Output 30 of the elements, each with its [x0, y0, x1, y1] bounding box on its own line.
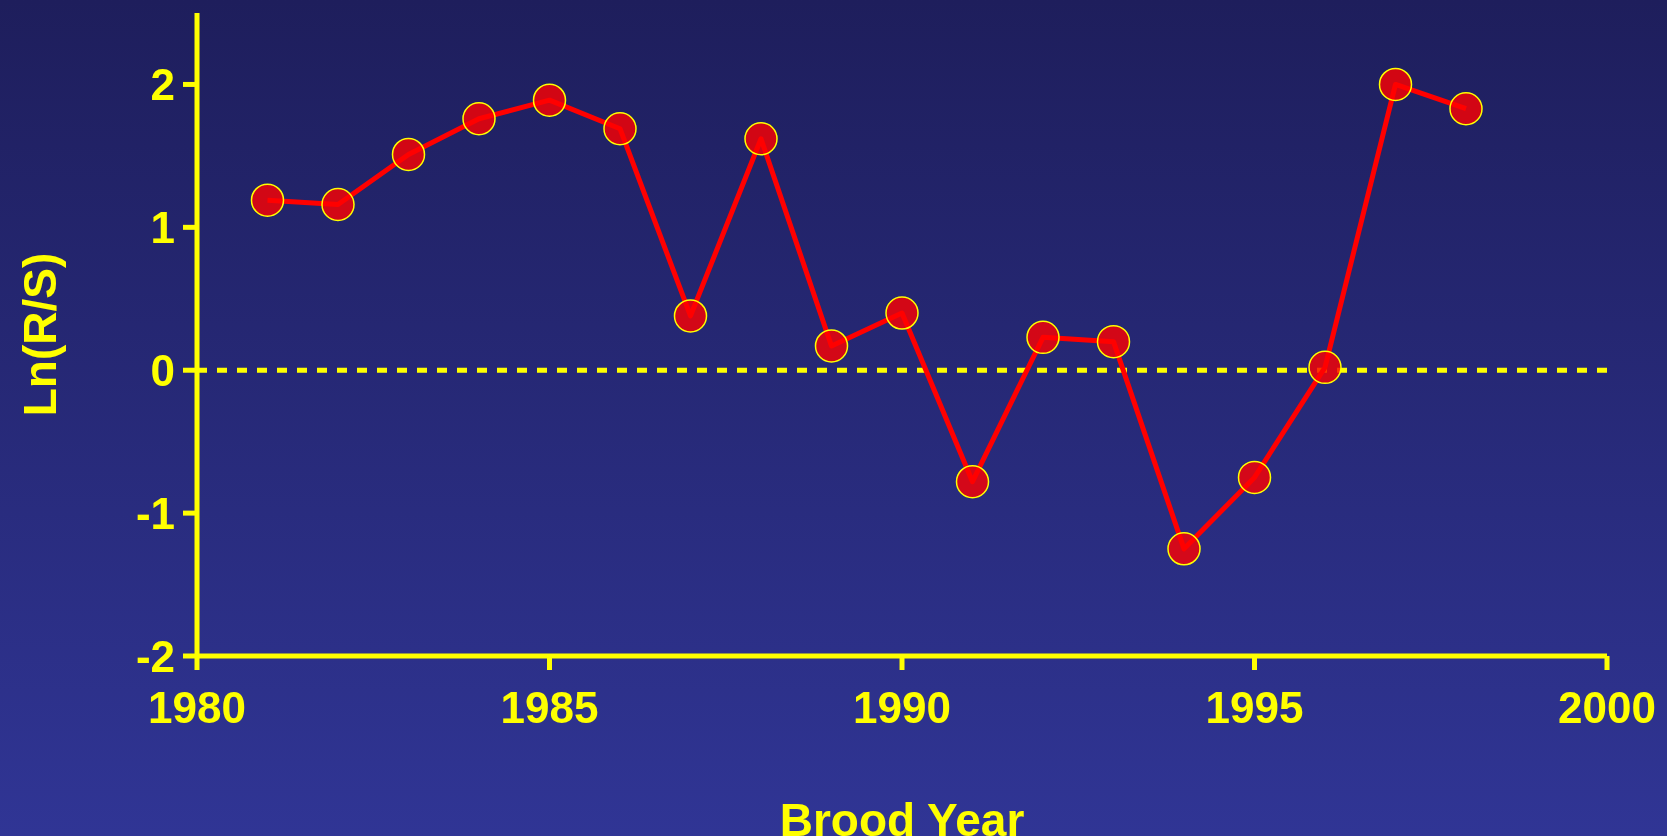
point — [391, 137, 426, 172]
x-tick-label: 1990 — [853, 683, 951, 733]
x-tick-label: 1995 — [1205, 683, 1304, 733]
point — [673, 299, 708, 333]
point — [321, 187, 355, 222]
point — [603, 111, 637, 146]
point — [462, 101, 496, 136]
y-tick-label: 2 — [150, 60, 175, 110]
x-tick-label: 2000 — [1558, 683, 1656, 733]
point — [1237, 460, 1272, 495]
point — [1308, 350, 1342, 385]
point — [744, 121, 778, 156]
x-axis-title: Brood Year — [779, 794, 1025, 836]
point — [1096, 324, 1131, 359]
point — [532, 83, 567, 117]
point — [1026, 320, 1060, 355]
point — [955, 464, 990, 499]
point — [1449, 91, 1483, 126]
y-tick-label: -1 — [135, 488, 175, 538]
y-axis-title: Ln(R/S) — [14, 252, 66, 417]
y-tick-label: 0 — [150, 345, 175, 395]
point — [250, 183, 285, 217]
y-tick-label: 1 — [150, 202, 175, 252]
point — [814, 329, 849, 363]
x-tick-label: 1985 — [500, 683, 599, 733]
point — [1378, 67, 1413, 102]
y-tick-label: -2 — [135, 631, 175, 681]
point — [1167, 532, 1201, 566]
point — [885, 296, 919, 330]
x-tick-label: 1980 — [148, 683, 246, 733]
